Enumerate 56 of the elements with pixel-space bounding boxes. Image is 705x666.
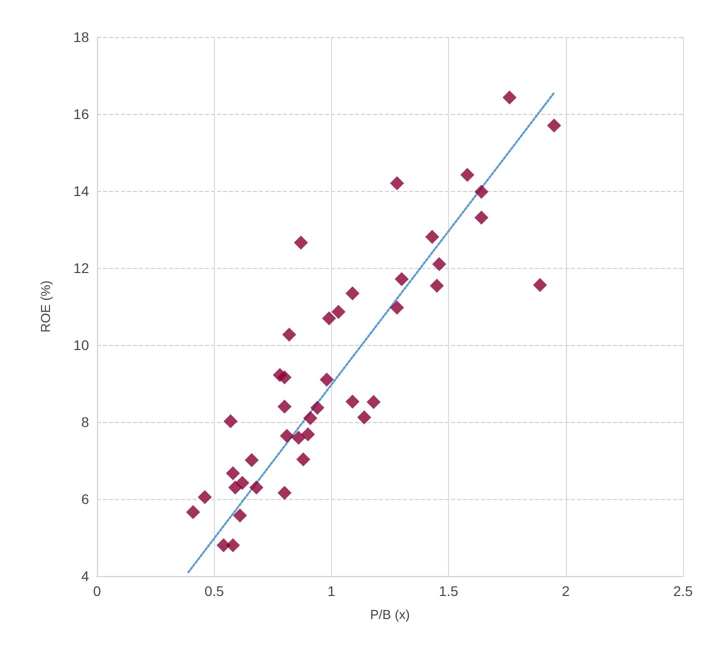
y-tick-label: 6: [81, 491, 90, 507]
x-tick-label: 2: [562, 583, 570, 599]
point: [322, 311, 336, 326]
point: [345, 286, 360, 300]
point: [390, 176, 404, 190]
point: [366, 394, 381, 409]
point: [235, 476, 250, 490]
y-tick-label: 4: [81, 568, 90, 584]
point: [249, 480, 264, 494]
x-tick-label: 1.5: [438, 583, 459, 599]
point: [460, 168, 474, 182]
point: [278, 486, 292, 500]
point: [216, 538, 231, 552]
y-axis-title: ROE (%): [38, 280, 53, 332]
point: [292, 430, 306, 445]
point: [296, 452, 310, 466]
point: [300, 427, 315, 442]
x-tick-label: 0: [93, 583, 102, 599]
y-tick-label: 12: [73, 260, 90, 276]
y-tick-label: 16: [73, 106, 90, 122]
point: [280, 428, 294, 443]
x-tick-label: 1: [328, 583, 336, 599]
point: [502, 90, 517, 104]
point: [474, 210, 488, 225]
point: [282, 328, 296, 342]
point: [345, 394, 360, 409]
point: [430, 278, 444, 293]
x-tick-label: 0.5: [204, 583, 224, 599]
point: [278, 400, 292, 414]
y-tick-label: 18: [73, 29, 90, 45]
point: [224, 414, 238, 428]
point: [294, 236, 308, 250]
point: [432, 257, 446, 272]
point: [394, 272, 409, 286]
y-tick-label: 8: [81, 414, 90, 430]
x-axis-title: P/B (x): [370, 607, 410, 622]
point: [425, 230, 440, 244]
point: [244, 453, 259, 468]
y-tick-label: 14: [73, 183, 90, 199]
point: [533, 278, 548, 292]
point: [226, 538, 240, 552]
point: [232, 508, 247, 523]
point: [226, 466, 240, 480]
point: [390, 300, 404, 315]
point: [547, 118, 562, 133]
point: [303, 411, 318, 426]
point: [320, 372, 334, 387]
y-tick-label: 10: [73, 337, 90, 353]
point: [474, 184, 488, 199]
point: [310, 400, 324, 415]
point: [198, 490, 212, 504]
point: [186, 505, 200, 520]
point: [331, 304, 346, 319]
x-tick-label: 2.5: [673, 583, 693, 599]
point: [357, 410, 372, 424]
point: [278, 370, 292, 384]
